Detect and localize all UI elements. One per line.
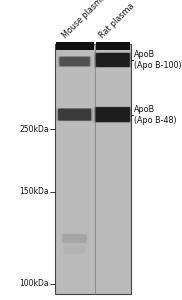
FancyBboxPatch shape bbox=[94, 106, 132, 123]
FancyBboxPatch shape bbox=[61, 233, 88, 244]
FancyBboxPatch shape bbox=[96, 53, 130, 67]
FancyBboxPatch shape bbox=[59, 57, 90, 66]
FancyBboxPatch shape bbox=[56, 108, 93, 121]
Text: ApoB
(Apo B-48): ApoB (Apo B-48) bbox=[134, 104, 176, 125]
FancyBboxPatch shape bbox=[96, 107, 130, 122]
Text: Rat plasma: Rat plasma bbox=[97, 2, 136, 40]
FancyBboxPatch shape bbox=[63, 245, 86, 254]
Text: ApoB
(Apo B-100): ApoB (Apo B-100) bbox=[134, 50, 181, 70]
Bar bbox=[56, 42, 94, 50]
Text: 250kDa: 250kDa bbox=[19, 124, 49, 134]
FancyBboxPatch shape bbox=[58, 109, 91, 121]
FancyBboxPatch shape bbox=[94, 52, 131, 68]
Text: Mouse plasma: Mouse plasma bbox=[61, 0, 108, 40]
Bar bbox=[96, 42, 130, 50]
FancyBboxPatch shape bbox=[58, 56, 91, 67]
FancyBboxPatch shape bbox=[64, 246, 85, 254]
Bar bbox=[55, 44, 131, 294]
FancyBboxPatch shape bbox=[63, 234, 87, 243]
Text: 100kDa: 100kDa bbox=[19, 279, 49, 288]
Text: 150kDa: 150kDa bbox=[19, 188, 49, 196]
